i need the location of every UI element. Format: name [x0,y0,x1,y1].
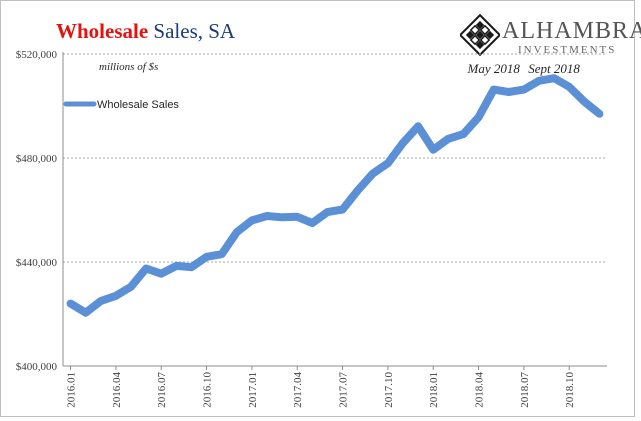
data-point [553,77,555,79]
data-point [296,216,298,218]
data-point [432,149,434,151]
data-point [493,89,495,91]
x-tick-label: 2018.01 [428,372,440,408]
x-tick-label: 2016.10 [202,372,214,408]
data-point [568,86,570,88]
data-point [70,303,72,305]
y-tick-label: $440,000 [16,257,58,269]
data-point [523,89,525,91]
data-point [311,222,313,224]
data-point [478,116,480,118]
data-point [402,142,404,144]
data-point [538,80,540,82]
gridlines [63,53,607,263]
chart-title-part2: Sales, SA [148,19,236,43]
x-tick-labels: 2016.01 2016.04 2016.07 2016.10 2017.01 2017.… [66,366,576,408]
x-tick-label: 2017.07 [338,372,350,408]
data-point [206,256,208,258]
data-point [357,190,359,191]
data-point [100,300,102,302]
annotations: May 2018 Sept 2018 [466,61,580,76]
series-layer [66,74,604,317]
data-point [598,113,600,115]
data-point [190,266,192,268]
data-point [342,208,344,210]
y-tick-label: $480,000 [16,153,58,165]
axes [62,52,607,367]
legend: Wholesale Sales [63,99,179,111]
data-point [160,273,162,275]
data-point [236,231,238,233]
data-point [281,216,283,218]
x-tick-label: 2016.07 [156,372,168,408]
chart-title: Wholesale Sales, SA [56,19,235,44]
x-tick-label: 2016.01 [66,372,78,408]
y-tick-label: $520,000 [16,49,58,61]
legend-label: Wholesale Sales [97,99,179,111]
x-tick-label: 2016.04 [111,372,123,408]
series-line-wholesale-sales [66,74,604,317]
x-tick-label: 2018.10 [564,372,576,408]
data-point [417,125,419,127]
data-point [145,268,147,269]
data-point [221,253,223,255]
data-point [447,138,449,140]
data-point [130,286,132,288]
data-point [175,265,177,267]
annotation-label: Sept 2018 [528,61,580,76]
diamond-lattice-icon [458,13,502,57]
y-tick-label: $400,000 [16,361,58,373]
x-tick-label: 2018.04 [474,372,486,408]
data-point [266,215,268,217]
x-tick-label: 2018.07 [519,372,531,408]
x-tick-label: 2017.10 [383,372,395,408]
data-point [508,91,510,93]
x-tick-label: 2017.01 [247,372,259,408]
x-tick-label: 2017.04 [292,372,304,408]
data-point [251,219,253,221]
data-point [583,101,585,103]
data-point [462,133,464,135]
data-point [372,173,374,175]
alhambra-logo: ALHAMBRA INVESTMENTS [458,12,641,62]
data-point [85,312,87,314]
logo-name: ALHAMBRA [502,18,641,44]
y-tick-labels: $400,000 $440,000 $480,000 $520,000 [16,49,58,373]
logo-subtitle: INVESTMENTS [518,44,617,56]
data-point [115,295,117,297]
data-point [326,211,328,213]
annotation-label: May 2018 [466,61,520,76]
data-point [387,162,389,164]
units-note: millions of $s [99,61,158,73]
chart-title-part1: Wholesale [56,19,149,43]
